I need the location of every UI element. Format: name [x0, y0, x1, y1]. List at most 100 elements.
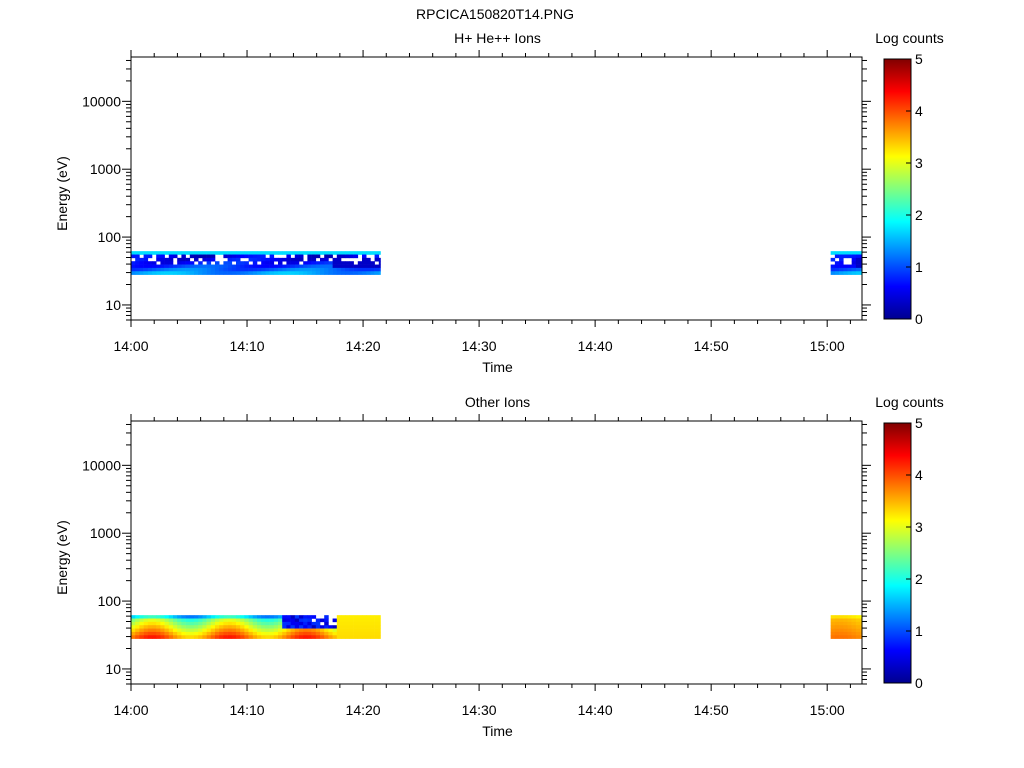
data-cell — [345, 615, 350, 619]
data-cell — [135, 261, 140, 265]
data-cell — [303, 618, 308, 623]
data-cell — [147, 264, 153, 269]
data-cell — [345, 267, 350, 272]
data-cell — [152, 625, 157, 629]
data-cell — [378, 271, 381, 275]
data-cell — [181, 257, 186, 262]
data-cell — [286, 635, 291, 639]
data-cell — [311, 635, 317, 639]
data-cell — [173, 254, 178, 259]
data-cell — [290, 267, 296, 272]
data-cell — [311, 621, 317, 626]
data-cell — [349, 271, 354, 275]
data-cell — [286, 267, 291, 272]
data-cell — [202, 251, 207, 255]
data-cell — [320, 261, 325, 265]
data-cell — [278, 615, 283, 619]
data-cell — [830, 615, 836, 619]
data-cell — [236, 628, 241, 633]
data-cell — [282, 628, 287, 633]
data-cell — [252, 251, 258, 255]
data-cell — [261, 257, 266, 262]
data-cell — [311, 264, 317, 269]
data-cell — [173, 264, 178, 269]
data-cell — [860, 257, 863, 262]
data-cell — [223, 615, 228, 619]
data-cell — [194, 257, 199, 262]
data-cell — [273, 267, 279, 272]
data-cell — [278, 618, 283, 623]
data-cell — [290, 251, 296, 255]
data-cell — [160, 618, 165, 623]
data-cell — [160, 264, 165, 269]
data-cell — [160, 271, 165, 275]
data-cell — [152, 271, 157, 275]
data-cell — [147, 631, 153, 636]
data-cell — [282, 621, 287, 626]
data-cell — [341, 264, 346, 269]
data-cell — [236, 257, 241, 262]
data-cell — [206, 257, 212, 262]
data-cell — [219, 267, 224, 272]
data-cell — [851, 635, 857, 639]
data-cell — [168, 264, 174, 269]
data-cell — [286, 621, 291, 626]
data-cell — [357, 631, 363, 636]
data-cell — [147, 628, 153, 633]
data-cell — [261, 261, 266, 265]
data-cell — [248, 257, 254, 262]
data-cell — [286, 254, 291, 259]
colorbar-gradient — [883, 422, 912, 684]
data-cell — [324, 251, 329, 255]
y-tick-label: 10 — [105, 297, 121, 313]
data-cell — [320, 251, 325, 255]
data-cell — [286, 261, 291, 265]
data-cell — [839, 271, 844, 275]
data-cell — [839, 625, 844, 629]
data-cell — [152, 264, 157, 269]
data-cell — [332, 251, 338, 255]
data-cell — [147, 618, 153, 623]
data-cell — [147, 621, 153, 626]
data-cell — [257, 625, 262, 629]
data-cell — [366, 267, 371, 272]
data-cell — [160, 621, 165, 626]
data-cell — [357, 621, 363, 626]
data-cell — [194, 267, 199, 272]
data-cell — [248, 631, 254, 636]
data-cell — [152, 635, 157, 639]
data-cell — [315, 635, 321, 639]
data-cell — [336, 254, 342, 259]
data-cell — [189, 635, 195, 639]
data-cell — [278, 635, 283, 639]
data-cell — [303, 261, 308, 265]
data-cell — [273, 264, 279, 269]
data-cell — [328, 251, 333, 255]
data-cell — [198, 628, 203, 633]
data-cell — [261, 628, 266, 633]
data-cell — [357, 271, 363, 275]
data-cell — [252, 264, 258, 269]
data-cell — [257, 635, 262, 639]
data-cell — [328, 271, 333, 275]
data-cell — [269, 635, 275, 639]
data-cell — [164, 628, 170, 633]
data-cell — [202, 264, 207, 269]
data-cell — [227, 271, 233, 275]
data-cell — [834, 621, 840, 626]
data-cell — [177, 631, 182, 636]
data-cell — [362, 618, 367, 623]
data-cell — [328, 635, 333, 639]
data-cell — [378, 628, 381, 633]
data-cell — [156, 635, 161, 639]
data-cell — [231, 254, 237, 259]
data-cell — [240, 631, 245, 636]
data-cell — [227, 257, 233, 262]
data-cell — [311, 615, 317, 619]
data-cell — [219, 615, 224, 619]
data-cell — [349, 254, 354, 259]
data-cell — [834, 267, 840, 272]
data-cell — [156, 621, 161, 626]
data-cell — [248, 625, 254, 629]
data-cell — [135, 631, 140, 636]
